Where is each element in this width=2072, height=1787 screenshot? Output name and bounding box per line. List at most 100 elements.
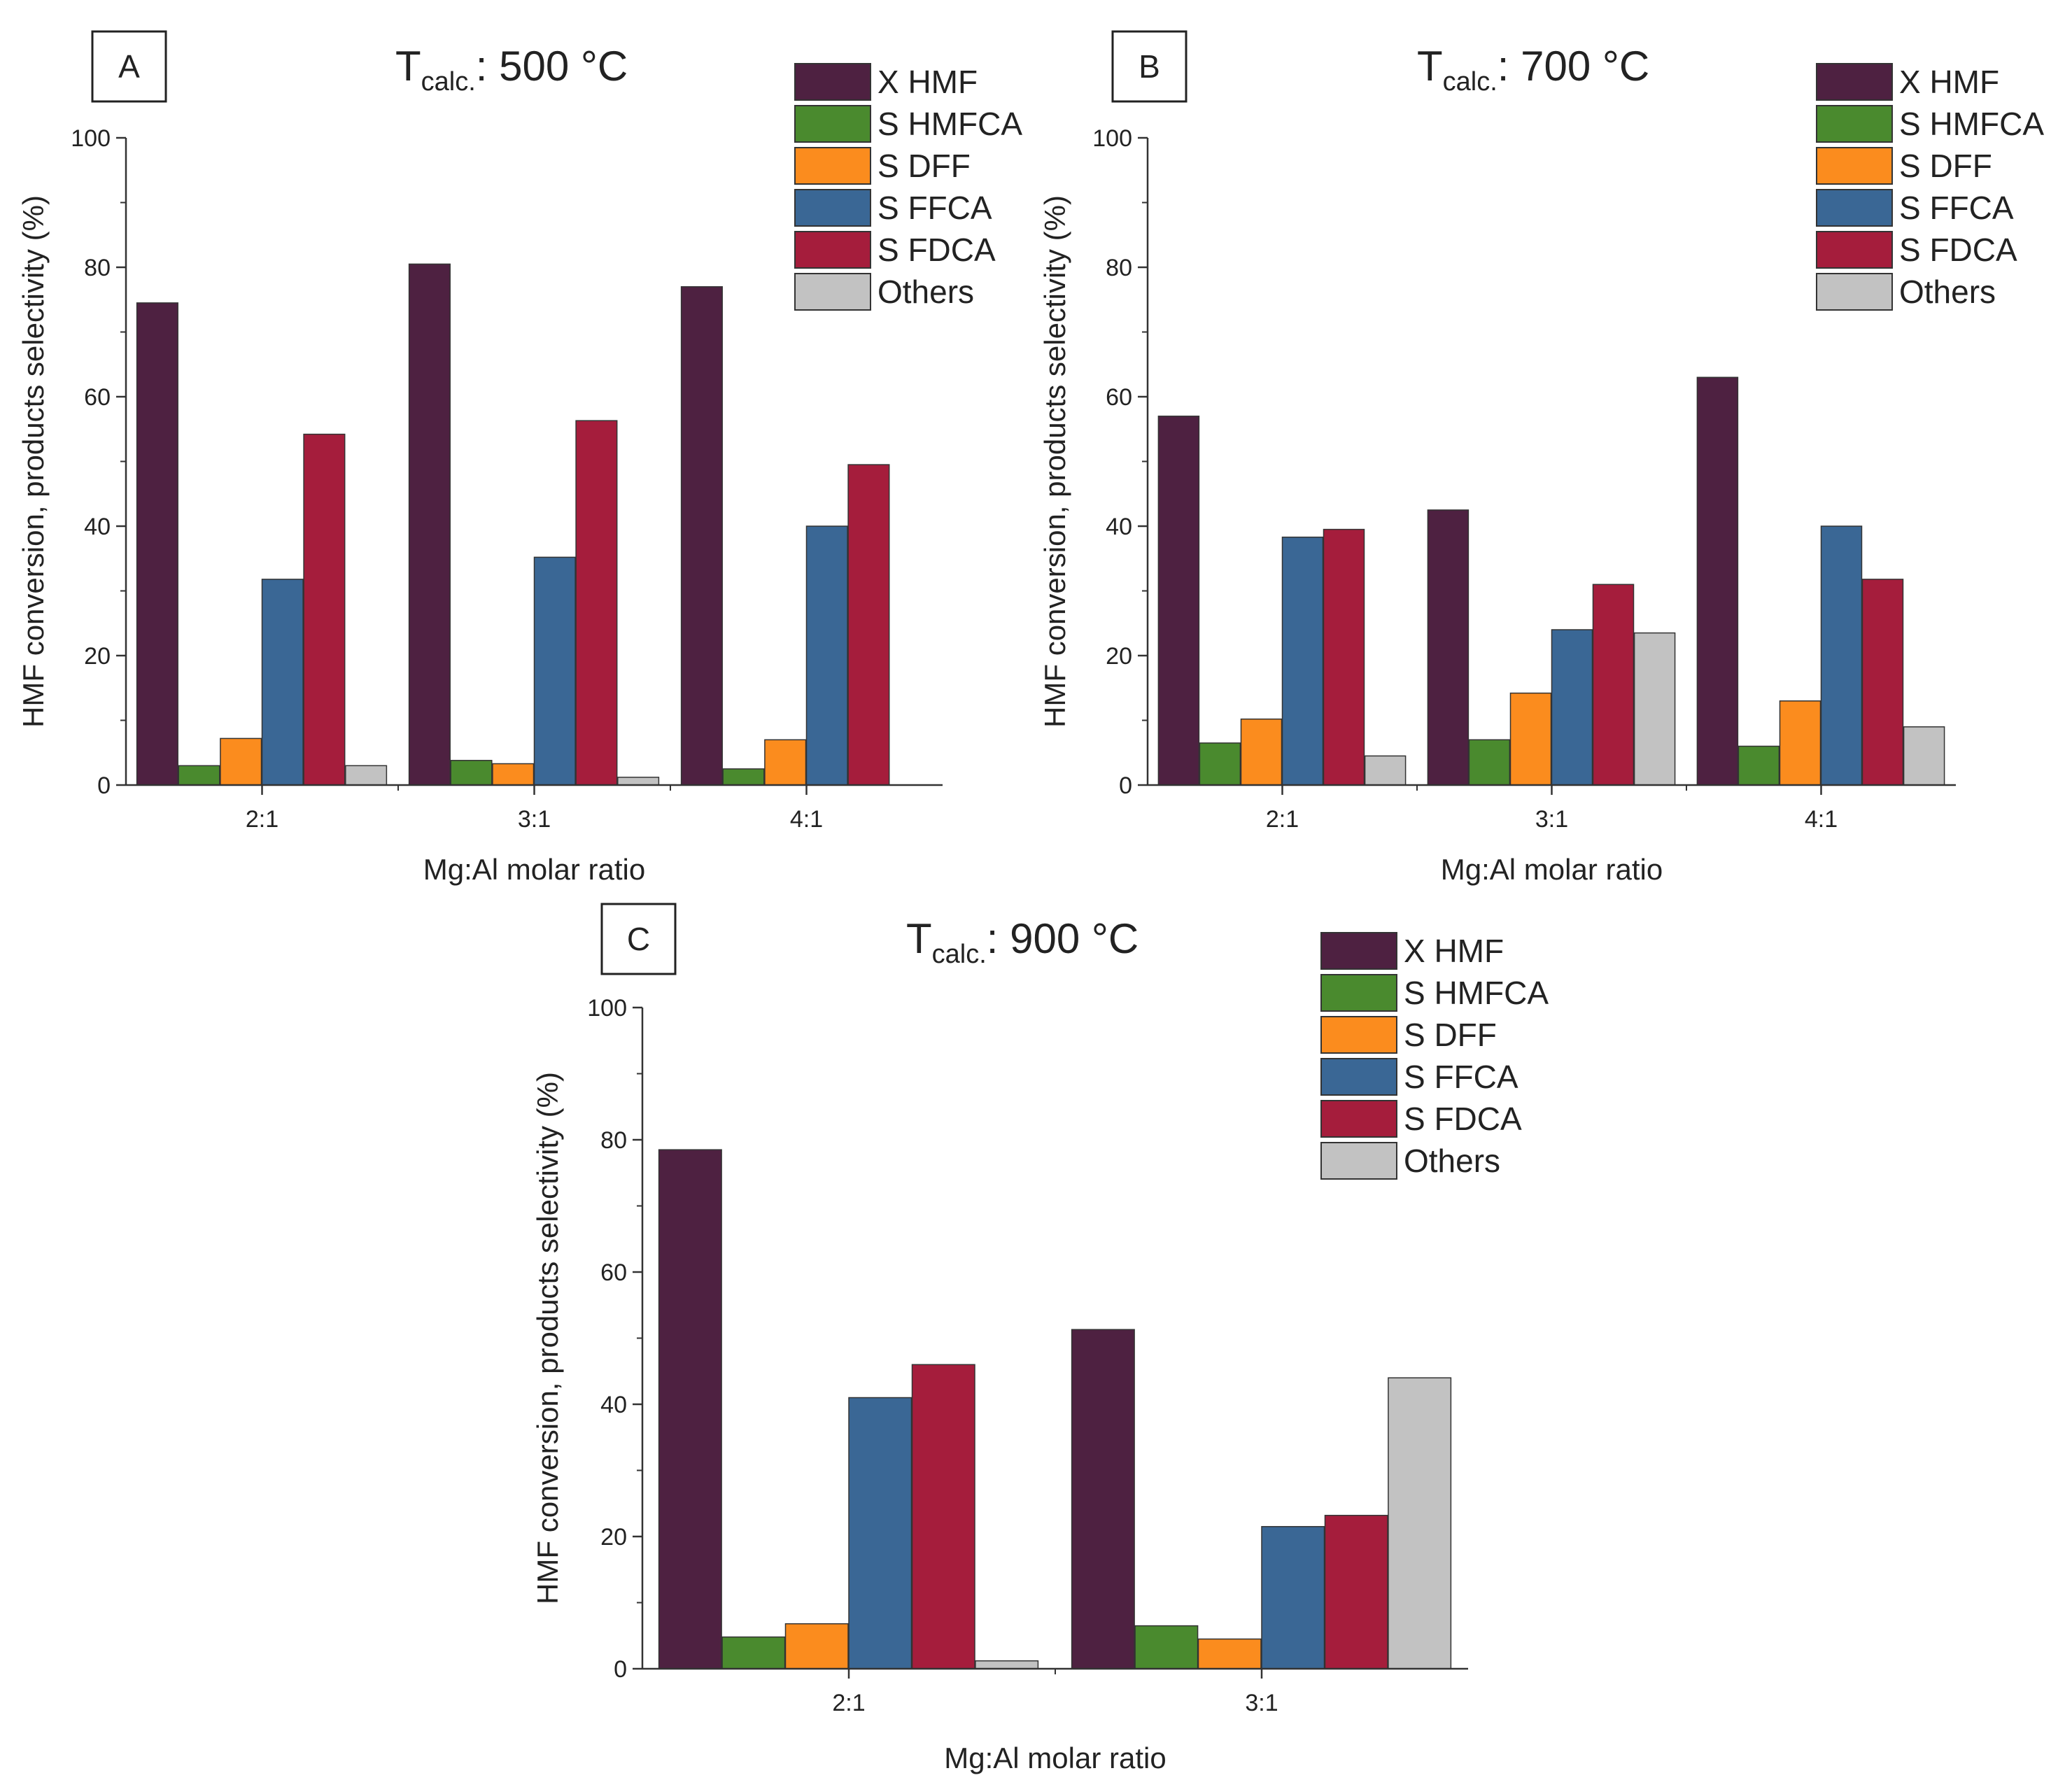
x-ticks: 2:1 3:1 4:1 [246,785,823,833]
legend-label: S FDCA [878,232,996,268]
x-tick-label: 2:1 [832,1690,865,1716]
x-axis-label: Mg:Al molar ratio [423,853,645,886]
bar-s-dff-4-1 [1779,700,1821,786]
bar-x-hmf-4-1 [680,286,723,786]
bar-others-2-1 [345,765,388,786]
bar-others-3-1 [617,777,660,786]
legend-label: Others [1404,1143,1500,1179]
bar-s-ffca-3-1 [533,556,576,786]
y-tick-label: 100 [71,125,111,152]
legend: X HMF S HMFCA S DFF S FFCA S FDCA Others [1320,932,1549,1180]
legend-swatch [1816,105,1893,143]
bar-s-hmfca-2-1 [178,765,220,786]
bar-s-hmfca-3-1 [450,760,493,786]
y-tick-label: 20 [84,643,111,670]
legend-label: S HMFCA [878,106,1022,142]
bar-others-2-1 [975,1660,1039,1669]
legend-swatch [1320,932,1397,970]
legend: X HMF S HMFCA S DFF S FFCA S FDCA Others [794,63,1022,311]
legend-label: S HMFCA [1404,975,1549,1011]
legend-swatch [1816,231,1893,269]
panel-label-box: B [1111,30,1187,103]
panel-label: B [1139,48,1160,85]
legend-swatch [1816,189,1893,227]
y-tick-label: 40 [84,514,111,540]
x-tick-label: 4:1 [1805,806,1838,833]
legend-swatch [1320,1142,1397,1180]
y-tick-label: 80 [600,1127,627,1154]
legend-label: X HMF [878,64,978,100]
y-ticks: 0 20 40 60 80 100 [71,125,126,799]
legend-label: S FFCA [1899,190,2014,226]
x-tick-label: 3:1 [1245,1690,1278,1716]
legend-swatch [1320,974,1397,1012]
y-tick-label: 40 [1106,514,1132,540]
panel-label-frame [91,30,167,103]
legend-label: S FFCA [1404,1059,1518,1095]
bar-s-fdca-4-1 [1861,579,1904,786]
y-tick-label: 100 [1092,125,1132,152]
y-tick-label: 20 [600,1524,627,1551]
bar-s-fdca-4-1 [847,464,890,786]
bar-s-dff-3-1 [492,763,535,786]
bar-s-fdca-3-1 [575,420,618,786]
legend-label: S FDCA [1404,1101,1522,1137]
legend-label: X HMF [1899,64,1999,100]
x-tick-label: 3:1 [1535,806,1568,833]
legend-swatch [1816,147,1893,185]
bar-x-hmf-2-1 [1157,416,1200,786]
bar-s-dff-3-1 [1509,692,1552,786]
bar-others-3-1 [1633,632,1676,786]
bars [1157,376,1945,786]
bar-s-ffca-2-1 [848,1397,912,1669]
panel-label: C [627,921,650,957]
bar-x-hmf-3-1 [1427,509,1470,786]
bar-s-hmfca-4-1 [722,768,765,786]
chart-title: Tcalc.: 700 °C [1417,43,1649,97]
x-tick-label: 4:1 [790,806,823,833]
y-tick-label: 0 [97,772,111,799]
panel-label: A [118,48,140,85]
y-tick-label: 100 [587,995,627,1022]
bars [658,1149,1452,1669]
y-axis-label: HMF conversion, products selectivity (%) [17,195,50,728]
legend: X HMF S HMFCA S DFF S FFCA S FDCA Others [1816,63,2044,311]
panel-label-frame [1111,30,1187,103]
legend-label: S DFF [1899,148,1992,184]
y-tick-label: 60 [84,384,111,411]
bar-s-fdca-3-1 [1324,1515,1388,1669]
chart-title: Tcalc.: 500 °C [395,43,628,97]
bar-s-hmfca-2-1 [1199,742,1241,786]
bar-s-dff-2-1 [220,737,262,786]
chart-panel-a: A Tcalc.: 500 °C 0 20 40 60 80 100 2:1 3:1 4:1 Mg:A… [17,30,1022,886]
bar-s-hmfca-4-1 [1738,745,1780,786]
y-tick-label: 20 [1106,643,1132,670]
x-tick-label: 2:1 [246,806,279,833]
bar-s-ffca-4-1 [805,525,848,786]
y-tick-label: 80 [84,255,111,281]
legend-swatch [794,273,871,311]
x-axis-label: Mg:Al molar ratio [1441,853,1663,886]
legend-label: S DFF [878,148,971,184]
legend-label: S DFF [1404,1017,1497,1053]
bar-s-hmfca-3-1 [1468,739,1511,786]
panel-label-box: C [600,903,677,975]
bar-x-hmf-2-1 [136,302,178,786]
legend-swatch [1320,1058,1397,1096]
chart-panel-b: B Tcalc.: 700 °C 0 20 40 60 80 100 2:1 3:1 4:1 Mg:A… [1038,30,2044,886]
y-axis-label: HMF conversion, products selectivity (%) [531,1072,564,1604]
chart-panel-c: C Tcalc.: 900 °C 0 20 40 60 80 100 2:1 3:1 Mg:Al m… [531,903,1549,1774]
bar-x-hmf-3-1 [1071,1329,1135,1669]
bar-s-fdca-2-1 [911,1364,975,1669]
legend-swatch [794,231,871,269]
x-tick-label: 2:1 [1266,806,1299,833]
bar-s-fdca-2-1 [303,433,346,786]
legend-swatch [794,189,871,227]
legend-swatch [1320,1016,1397,1054]
x-axis-label: Mg:Al molar ratio [944,1742,1166,1774]
y-tick-label: 80 [1106,255,1132,281]
chart-title: Tcalc.: 900 °C [906,915,1139,969]
bar-s-dff-4-1 [764,739,807,786]
y-ticks: 0 20 40 60 80 100 [1092,125,1148,799]
